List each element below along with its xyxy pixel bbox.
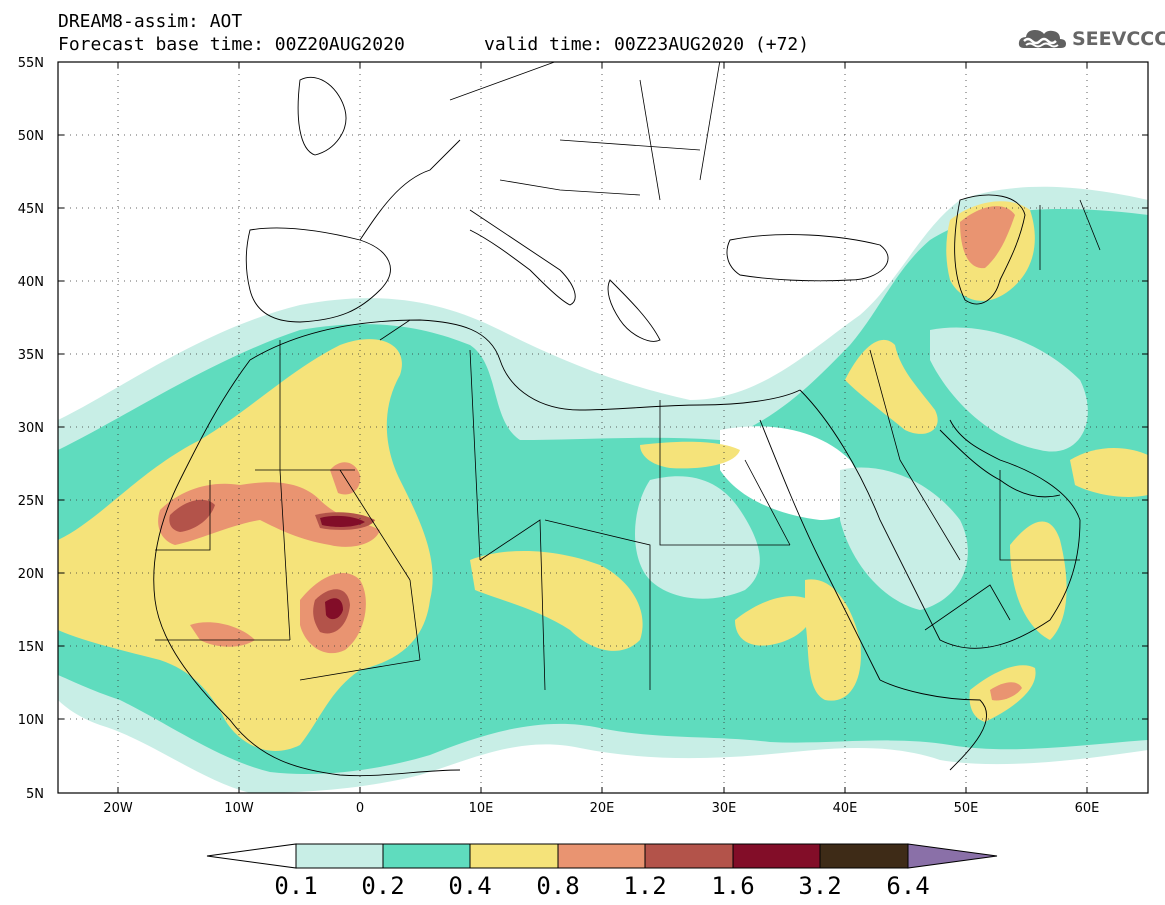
- logo-text: SEEVCCC: [1072, 28, 1165, 50]
- coast-arabia: [799, 389, 1081, 649]
- x-axis-labels: 20W 10W 0 10E 20E 30E 40E 50E 60E: [103, 801, 1099, 816]
- aot-band-0.4-ethiopia: [805, 579, 861, 701]
- clean-air-arabia: [840, 467, 968, 610]
- coast-north-africa: [249, 319, 801, 411]
- x-tick-label: 20W: [103, 801, 133, 816]
- colorbar-label: 0.4: [448, 872, 491, 900]
- seevccc-logo: SEEVCCC: [1016, 24, 1165, 54]
- coast-iberia: [245, 227, 391, 323]
- x-tick-label: 30E: [712, 801, 737, 816]
- y-tick-label: 20N: [18, 567, 44, 582]
- aot-band-0.4-sudan: [735, 596, 813, 646]
- aot-band-0.4-pakistan: [1070, 448, 1148, 497]
- colorbar-label: 0.8: [536, 872, 579, 900]
- border-lines: [155, 62, 1101, 691]
- x-tick-label: 10W: [224, 801, 254, 816]
- model-title: DREAM8-assim: AOT: [58, 11, 243, 32]
- clean-air-east-sahara: [635, 476, 760, 599]
- colorbar-label: 3.2: [798, 872, 841, 900]
- aot-band-0.4-oman: [1010, 521, 1067, 640]
- coast-italy: [469, 209, 576, 306]
- coast-greece: [607, 279, 661, 342]
- colorbar-label: 6.4: [886, 872, 929, 900]
- y-axis-labels: 55N 50N 45N 40N 35N 30N 25N 20N 15N 10N …: [18, 56, 44, 802]
- clean-air-iran: [930, 327, 1088, 452]
- x-tick-label: 50E: [954, 801, 979, 816]
- aot-band-1.6-mali: [325, 598, 343, 620]
- y-tick-label: 55N: [18, 56, 44, 71]
- coast-horn: [879, 679, 987, 771]
- axis-ticks: [58, 62, 1148, 793]
- colorbar-bin: [732, 843, 821, 869]
- coastlines: [153, 76, 1081, 777]
- coast-france: [359, 139, 461, 241]
- coast-red-sea: [759, 419, 881, 681]
- x-tick-label: 0: [356, 801, 364, 816]
- x-tick-label: 20E: [590, 801, 615, 816]
- coast-britain: [297, 76, 347, 156]
- aot-band-0.8-caspian: [960, 206, 1015, 269]
- colorbar: [206, 843, 998, 869]
- aot-band-0.8-yemen: [990, 682, 1022, 701]
- aot-band-0.4-chad: [470, 550, 643, 651]
- y-tick-label: 30N: [18, 421, 44, 436]
- colorbar-bin: [382, 843, 471, 869]
- x-tick-label: 40E: [833, 801, 858, 816]
- aot-field: [58, 186, 1148, 793]
- coast-west-africa: [153, 359, 461, 777]
- colorbar-label: 0.2: [361, 872, 404, 900]
- aot-band-1.6-algeria: [320, 515, 365, 527]
- base-time: Forecast base time: 00Z20AUG2020: [58, 34, 405, 55]
- colorbar-over-arrow: [907, 843, 998, 869]
- colorbar-under-arrow: [206, 843, 297, 869]
- aot-band-0.4-iraq: [845, 339, 938, 434]
- cloud-logo-icon: [1018, 30, 1066, 48]
- y-tick-label: 25N: [18, 494, 44, 509]
- y-tick-label: 15N: [18, 640, 44, 655]
- colorbar-bin: [819, 843, 909, 869]
- colorbar-bin: [469, 843, 559, 869]
- country-borders: [155, 62, 1101, 691]
- x-tick-label: 10E: [469, 801, 494, 816]
- colorbar-bin: [644, 843, 734, 869]
- coast-black-sea: [726, 234, 889, 282]
- colorbar-label: 1.6: [711, 872, 754, 900]
- colorbar-bin: [295, 843, 384, 869]
- y-tick-label: 45N: [18, 202, 44, 217]
- coast-caspian: [954, 194, 1026, 305]
- y-tick-label: 50N: [18, 129, 44, 144]
- y-tick-label: 40N: [18, 275, 44, 290]
- y-tick-label: 35N: [18, 348, 44, 363]
- colorbar-labels: 0.1 0.2 0.4 0.8 1.2 1.6 3.2 6.4: [274, 872, 929, 900]
- y-tick-label: 5N: [26, 787, 44, 802]
- colorbar-label: 0.1: [274, 872, 317, 900]
- aot-band-0.4-egypt: [640, 441, 740, 469]
- aot-band-0.8-senegal: [190, 622, 255, 647]
- clean-air-egypt: [720, 426, 860, 520]
- aot-band-0.8-west: [158, 482, 380, 547]
- aot-band-1.2-mauritania: [169, 499, 215, 532]
- y-tick-label: 10N: [18, 713, 44, 728]
- x-tick-label: 60E: [1075, 801, 1100, 816]
- valid-time: valid time: 00Z23AUG2020 (+72): [484, 34, 810, 55]
- colorbar-label: 1.2: [623, 872, 666, 900]
- colorbar-bin: [557, 843, 646, 869]
